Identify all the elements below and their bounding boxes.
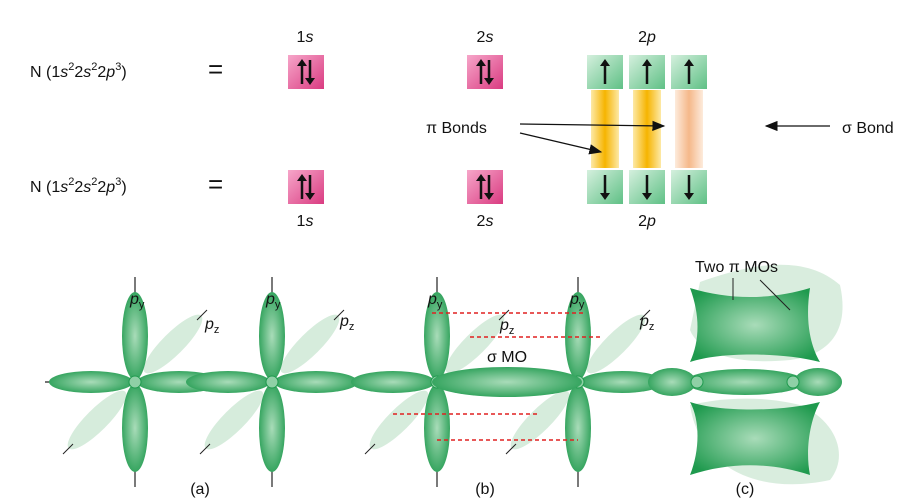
config-bottom: N (1s22s22p3) xyxy=(30,176,127,196)
panel-c xyxy=(648,264,843,485)
caption: (a) xyxy=(190,481,210,498)
t: 2 xyxy=(91,61,97,73)
orbital-label: 2s xyxy=(477,213,494,230)
mo-label: σ MO xyxy=(487,349,527,366)
t: p xyxy=(105,64,115,81)
orbital-label: py xyxy=(129,291,145,311)
t: 2 xyxy=(97,64,106,81)
t: p xyxy=(499,317,509,334)
t: z xyxy=(214,324,220,336)
orbital-label: 1s xyxy=(297,213,314,230)
orbital-label: py xyxy=(569,291,585,311)
t: 2 xyxy=(91,176,97,188)
t: 2 xyxy=(74,64,83,81)
t: p xyxy=(639,313,649,330)
t: p xyxy=(265,291,275,308)
t: 2 xyxy=(97,179,106,196)
t: y xyxy=(579,299,585,311)
equals: = xyxy=(208,169,223,199)
t: ) xyxy=(121,179,126,196)
t: 2 xyxy=(68,176,74,188)
t: 2 xyxy=(74,179,83,196)
t: s xyxy=(83,64,91,81)
arrow xyxy=(519,120,666,132)
t: p xyxy=(569,291,579,308)
t: y xyxy=(437,299,443,311)
caption: (c) xyxy=(736,481,755,498)
t: s xyxy=(485,29,493,46)
t: s xyxy=(305,213,313,230)
orbital-label: 2s xyxy=(477,29,494,46)
t: s xyxy=(485,213,493,230)
t: p xyxy=(339,313,349,330)
t: y xyxy=(139,299,145,311)
t: 2 xyxy=(638,29,647,46)
t: s xyxy=(60,179,68,196)
t: p xyxy=(646,29,656,46)
boxes-bottom xyxy=(286,168,709,206)
t: p xyxy=(129,291,139,308)
orbital-label: pz xyxy=(499,317,514,337)
orbital-label: pz xyxy=(204,316,219,336)
t: s xyxy=(83,179,91,196)
t: s xyxy=(60,64,68,81)
orbital-label: 2p xyxy=(638,213,656,230)
orbital-label: pz xyxy=(639,313,654,333)
boxes-top xyxy=(286,53,709,91)
bond-bands xyxy=(591,90,703,168)
equals: = xyxy=(208,54,223,84)
caption: (b) xyxy=(475,481,495,498)
t: z xyxy=(649,321,655,333)
t: 1 xyxy=(297,29,306,46)
t: 2 xyxy=(477,29,486,46)
t: 3 xyxy=(115,176,121,188)
pi-bonds-label: π Bonds xyxy=(426,120,487,137)
t: z xyxy=(349,321,355,333)
t: 3 xyxy=(115,61,121,73)
t: y xyxy=(275,299,281,311)
config-top: N (1s22s22p3) xyxy=(30,61,127,81)
t: s xyxy=(305,29,313,46)
t: p xyxy=(105,179,115,196)
t: ) xyxy=(121,64,126,81)
panel-b xyxy=(350,276,665,488)
t: p xyxy=(646,213,656,230)
t: p xyxy=(427,291,437,308)
arrow xyxy=(519,132,603,155)
t: z xyxy=(509,325,515,337)
t: 1 xyxy=(297,213,306,230)
t: 2 xyxy=(638,213,647,230)
orbital-label: py xyxy=(427,291,443,311)
t: N (1 xyxy=(30,64,60,81)
t: N (1 xyxy=(30,179,60,196)
t: p xyxy=(204,316,214,333)
mo-label: Two π MOs xyxy=(695,259,778,276)
sigma-bond-label: σ Bond xyxy=(842,120,894,137)
orbital-label: pz xyxy=(339,313,354,333)
orbital-label: py xyxy=(265,291,281,311)
t: 2 xyxy=(68,61,74,73)
t: 2 xyxy=(477,213,486,230)
panel-a xyxy=(45,276,362,488)
orbital-label: 1s xyxy=(297,29,314,46)
orbital-label: 2p xyxy=(638,29,656,46)
